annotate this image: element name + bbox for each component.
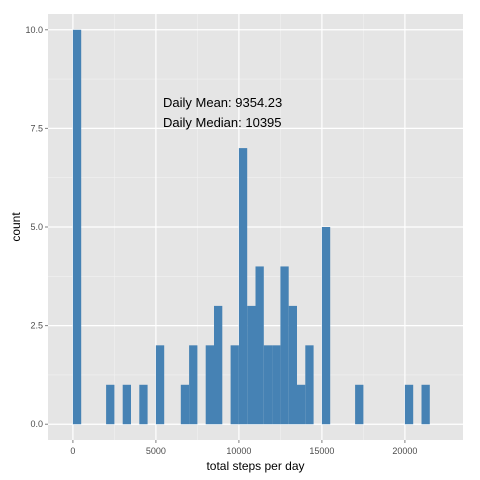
histogram-bar: [404, 384, 414, 425]
y-tick-label: 0.0: [30, 419, 43, 429]
histogram-bar: [421, 384, 430, 425]
bars-layer: [72, 29, 430, 425]
histogram-bar: [321, 227, 331, 425]
histogram-bar: [247, 305, 256, 425]
histogram-bar: [288, 305, 297, 425]
histogram-bar: [297, 384, 306, 425]
histogram-bar: [280, 266, 289, 425]
histogram-bar: [255, 266, 264, 425]
histogram-bar: [238, 148, 248, 425]
histogram-bar: [180, 384, 190, 425]
histogram-bar: [205, 345, 214, 425]
histogram-bar: [305, 345, 314, 425]
x-tick-label: 20000: [392, 446, 417, 456]
histogram-bar: [189, 345, 198, 425]
y-tick-label: 5.0: [30, 222, 43, 232]
y-tick-label: 10.0: [25, 25, 43, 35]
histogram-bar: [272, 345, 281, 425]
histogram-bar: [106, 384, 115, 425]
x-tick-label: 10000: [226, 446, 251, 456]
x-tick-label: 0: [70, 446, 75, 456]
histogram-bar: [72, 29, 82, 425]
x-axis-ticks: 0 5000 10000 15000 20000: [70, 440, 417, 456]
y-axis-title: count: [9, 212, 23, 242]
histogram-bar: [214, 305, 223, 425]
annotation-median: Daily Median: 10395: [163, 115, 282, 130]
y-tick-label: 7.5: [30, 123, 43, 133]
annotation-mean: Daily Mean: 9354.23: [163, 95, 282, 110]
y-tick-label: 2.5: [30, 321, 43, 331]
histogram-bar: [263, 345, 273, 425]
histogram-bar: [355, 384, 364, 425]
histogram-bar: [230, 345, 239, 425]
histogram-bar: [122, 384, 131, 425]
y-axis-ticks: 0.0 2.5 5.0 7.5 10.0: [25, 25, 48, 429]
x-tick-label: 5000: [146, 446, 166, 456]
histogram-bar: [139, 384, 148, 425]
x-axis-title: total steps per day: [206, 459, 304, 473]
histogram-bar: [155, 345, 165, 425]
x-tick-label: 15000: [309, 446, 334, 456]
